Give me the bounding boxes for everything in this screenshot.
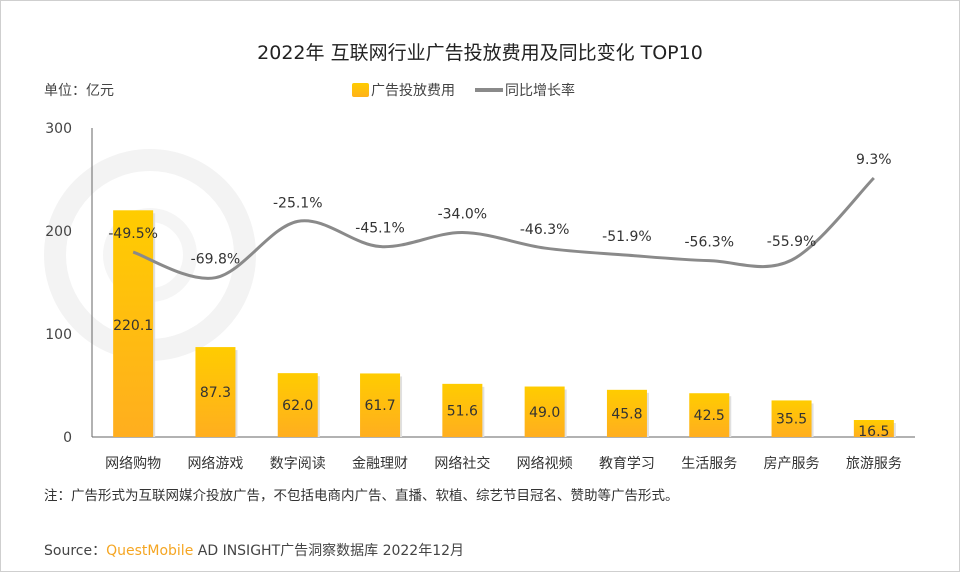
source-rest: AD INSIGHT广告洞察数据库 2022年12月 <box>193 543 465 559</box>
line-value-label: -45.1% <box>355 221 405 237</box>
bar-value-label: 51.6 <box>447 403 478 419</box>
growth-line <box>132 176 875 280</box>
bar-value-label: 49.0 <box>529 405 560 421</box>
bar-value-label: 42.5 <box>694 408 725 424</box>
bar <box>277 373 318 437</box>
y-tick-label: 0 <box>63 430 72 446</box>
footnote: 注：广告形式为互联网媒介投放广告，不包括电商内广告、直播、软植、综艺节目冠名、赞… <box>44 488 679 504</box>
bar <box>771 400 812 437</box>
y-tick-label: 300 <box>45 121 72 137</box>
source-prefix: Source： <box>44 543 107 559</box>
line-value-label: -49.5% <box>108 226 158 242</box>
source-line: Source：QuestMobile AD INSIGHT广告洞察数据库 202… <box>44 540 464 560</box>
legend-line-label: 同比增长率 <box>505 83 575 99</box>
bar-value-label: 62.0 <box>282 398 313 414</box>
bar-value-label: 35.5 <box>776 412 807 428</box>
x-tick-label: 房产服务 <box>764 456 820 472</box>
x-tick-label: 网络游戏 <box>187 456 243 472</box>
x-tick-label: 网络购物 <box>105 456 161 472</box>
x-tick-label: 金融理财 <box>352 456 408 472</box>
bar-value-label: 16.5 <box>858 424 889 440</box>
legend-line-swatch <box>475 88 503 92</box>
bar <box>195 347 236 437</box>
y-tick-label: 200 <box>45 224 72 240</box>
bar-value-label: 87.3 <box>200 385 231 401</box>
line-value-label: -46.3% <box>520 222 570 238</box>
bar-value-label: 61.7 <box>364 398 395 414</box>
legend-bar-swatch <box>352 83 369 97</box>
x-tick-label: 网络社交 <box>434 455 490 472</box>
y-tick-label: 100 <box>45 327 72 343</box>
legend-bar-label: 广告投放费用 <box>371 83 455 99</box>
line-value-label: -69.8% <box>191 252 241 268</box>
x-tick-label: 网络视频 <box>517 456 573 472</box>
bar <box>853 420 894 437</box>
line-value-label: 9.3% <box>856 152 892 168</box>
line-value-label: -51.9% <box>602 229 652 245</box>
bar <box>606 389 647 437</box>
line-value-label: -25.1% <box>273 195 323 211</box>
bar-value-label: 45.8 <box>611 406 642 422</box>
source-brand: QuestMobile <box>106 543 194 559</box>
bar <box>689 393 730 437</box>
unit-label: 单位：亿元 <box>44 83 114 99</box>
line-value-label: -55.9% <box>767 234 817 250</box>
bar <box>524 386 565 437</box>
bar <box>442 383 483 437</box>
x-tick-label: 生活服务 <box>681 456 737 472</box>
line-value-label: -56.3% <box>684 235 734 251</box>
x-tick-label: 数字阅读 <box>270 455 326 472</box>
legend: 广告投放费用 同比增长率 <box>352 80 575 100</box>
x-tick-label: 教育学习 <box>599 456 655 472</box>
x-tick-label: 旅游服务 <box>846 456 902 472</box>
bar-value-label: 220.1 <box>113 318 153 334</box>
chart-title: 2022年 互联网行业广告投放费用及同比变化 TOP10 <box>257 42 703 64</box>
bar <box>360 373 401 437</box>
bar <box>113 210 154 437</box>
line-value-label: -34.0% <box>438 207 488 223</box>
